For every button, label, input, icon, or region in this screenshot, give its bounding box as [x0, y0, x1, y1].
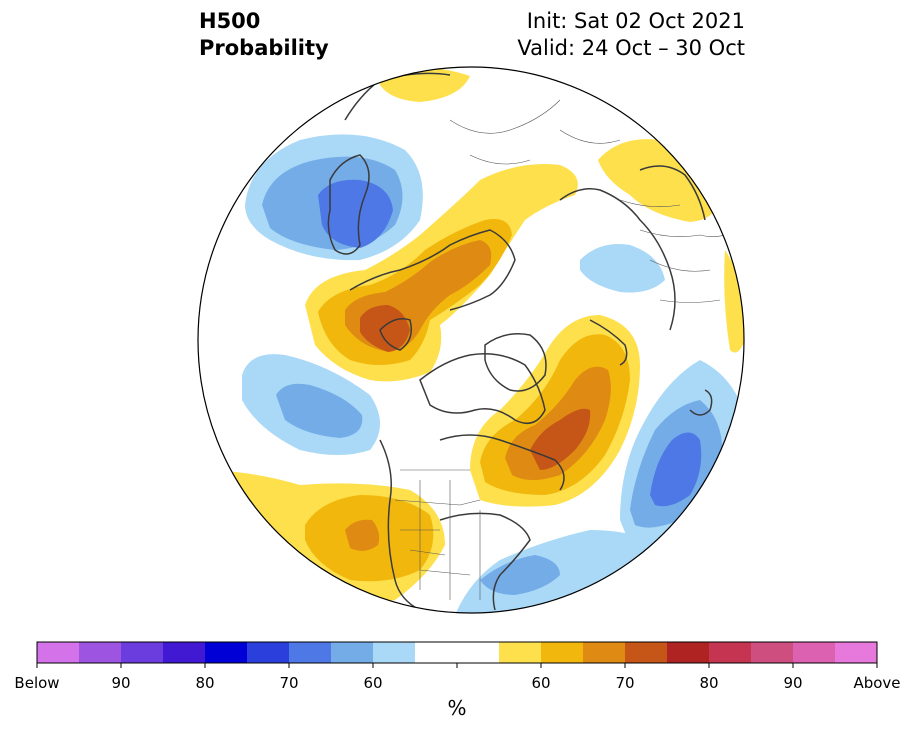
forecast-dates: Init: Sat 02 Oct 2021 Valid: 24 Oct – 30… [517, 8, 745, 62]
colorbar-swatch [163, 642, 206, 663]
colorbar-swatch [373, 642, 416, 663]
map-boundary [197, 66, 745, 614]
colorbar-tick-label: 80 [195, 674, 215, 692]
map-title: H500 Probability [199, 8, 329, 62]
colorbar-tick-label: Above [853, 674, 901, 692]
colorbar-tick-label: 70 [615, 674, 635, 692]
product-label: Probability [199, 36, 329, 60]
colorbar-swatch [667, 642, 710, 663]
colorbar-swatch [499, 642, 542, 663]
colorbar-swatch [79, 642, 122, 663]
colorbar-swatch [751, 642, 794, 663]
valid-range: Valid: 24 Oct – 30 Oct [517, 36, 745, 60]
colorbar-swatch [625, 642, 668, 663]
colorbar-swatch [247, 642, 290, 663]
colorbar-swatch [541, 642, 584, 663]
colorbar-swatch [793, 642, 836, 663]
anomaly-positive-east-edge [724, 250, 744, 353]
colorbar-swatch [415, 642, 458, 663]
colorbar-swatch [37, 642, 80, 663]
colorbar-swatch [583, 642, 626, 663]
colorbar-swatch [709, 642, 752, 663]
init-date: Init: Sat 02 Oct 2021 [526, 9, 745, 33]
colorbar-tick-label: 60 [363, 674, 383, 692]
colorbar-tick-label: 90 [783, 674, 803, 692]
colorbar-swatch [205, 642, 248, 663]
colorbar-tick-label: Below [14, 674, 60, 692]
colorbar-tick-label: 80 [699, 674, 719, 692]
colorbar-swatch [331, 642, 374, 663]
colorbar-swatch [457, 642, 500, 663]
colorbar-swatch [289, 642, 332, 663]
variable-label: H500 [199, 9, 261, 33]
colorbar-tick-label: 90 [111, 674, 131, 692]
colorbar-unit: % [447, 696, 467, 720]
colorbar-swatch [121, 642, 164, 663]
colorbar-swatch [835, 642, 878, 663]
coastlines [327, 72, 713, 611]
colorbar-tick-label: 70 [279, 674, 299, 692]
colorbar-tick-label: 60 [531, 674, 551, 692]
